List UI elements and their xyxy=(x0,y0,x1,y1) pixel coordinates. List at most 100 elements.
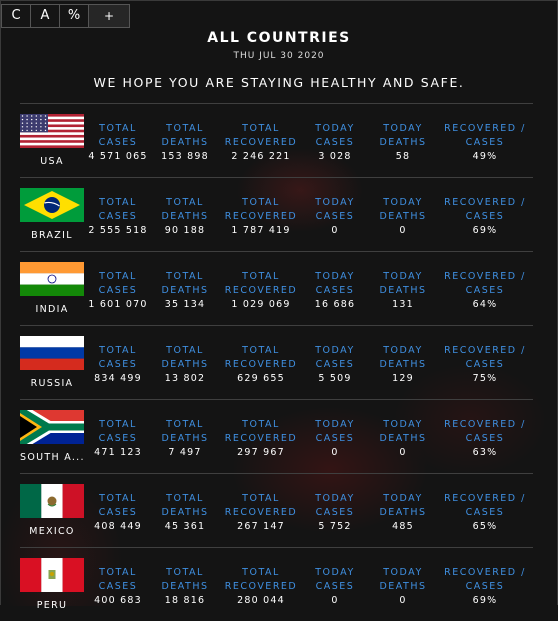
recovered-cases-label: CASES xyxy=(465,285,505,296)
total-cases-label: TOTAL xyxy=(99,345,137,356)
today-cases-label: TODAY xyxy=(315,567,355,578)
country-row[interactable]: INDIA TOTAL CASES 1 601 070 TOTAL DEATHS 35 13… xyxy=(20,251,533,325)
mexico-flag xyxy=(20,484,84,518)
today-cases-value: 0 xyxy=(331,595,339,606)
south-africa-flag xyxy=(20,410,84,444)
recovered-cases-label: RECOVERED / xyxy=(444,493,526,504)
today-cases-value: 3 028 xyxy=(318,151,352,162)
total-deaths-cell: TOTAL DEATHS 13 802 xyxy=(155,344,215,386)
today-cases-value: 0 xyxy=(331,225,339,236)
percent-button[interactable]: % xyxy=(59,4,89,28)
total-deaths-label: TOTAL xyxy=(166,419,204,430)
today-deaths-value: 485 xyxy=(392,521,414,532)
total-cases-label: TOTAL xyxy=(99,419,137,430)
today-deaths-label: DEATHS xyxy=(379,433,427,444)
total-recovered-label: RECOVERED xyxy=(224,137,298,148)
today-deaths-label: DEATHS xyxy=(379,581,427,592)
today-deaths-value: 0 xyxy=(399,447,407,458)
total-deaths-label: DEATHS xyxy=(161,359,209,370)
country-name: BRAZIL xyxy=(31,230,73,241)
total-cases-label: CASES xyxy=(98,285,138,296)
recovered-cases-cell: RECOVERED / CASES 69% xyxy=(440,196,530,238)
total-deaths-value: 7 497 xyxy=(168,447,202,458)
a-button[interactable]: A xyxy=(30,4,60,28)
total-deaths-label: TOTAL xyxy=(166,345,204,356)
total-deaths-label: TOTAL xyxy=(166,271,204,282)
date-label: THU JUL 30 2020 xyxy=(233,51,325,61)
toolbar: C A % + xyxy=(1,4,130,28)
recovered-cases-cell: RECOVERED / CASES 63% xyxy=(440,418,530,460)
recovered-cases-label: CASES xyxy=(465,581,505,592)
total-recovered-cell: TOTAL RECOVERED 1 787 419 xyxy=(220,196,302,238)
total-recovered-value: 280 044 xyxy=(237,595,285,606)
recovered-cases-label: CASES xyxy=(465,359,505,370)
total-recovered-label: RECOVERED xyxy=(224,433,298,444)
total-recovered-value: 297 967 xyxy=(237,447,285,458)
total-deaths-label: DEATHS xyxy=(161,433,209,444)
c-button[interactable]: C xyxy=(1,4,31,28)
total-recovered-cell: TOTAL RECOVERED 297 967 xyxy=(220,418,302,460)
recovered-cases-label: CASES xyxy=(465,137,505,148)
total-cases-cell: TOTAL CASES 1 601 070 xyxy=(82,270,154,312)
recovered-cases-label: RECOVERED / xyxy=(444,567,526,578)
recovered-cases-cell: RECOVERED / CASES 65% xyxy=(440,492,530,534)
today-cases-label: CASES xyxy=(315,507,355,518)
total-cases-label: CASES xyxy=(98,507,138,518)
today-deaths-label: DEATHS xyxy=(379,359,427,370)
recovered-cases-label: CASES xyxy=(465,211,505,222)
usa-flag xyxy=(20,114,84,148)
recovered-cases-label: RECOVERED / xyxy=(444,123,526,134)
total-cases-value: 408 449 xyxy=(94,521,142,532)
total-recovered-label: TOTAL xyxy=(242,493,280,504)
total-cases-value: 400 683 xyxy=(94,595,142,606)
total-deaths-label: DEATHS xyxy=(161,581,209,592)
country-row[interactable]: SOUTH A... TOTAL CASES 471 123 TOTAL DEATHS 7 … xyxy=(20,399,533,473)
country-row[interactable]: MEXICO TOTAL CASES 408 449 TOTAL DEATHS 45 361… xyxy=(20,473,533,547)
total-recovered-label: RECOVERED xyxy=(224,581,298,592)
page-title: ALL COUNTRIES xyxy=(207,30,351,46)
recovered-cases-cell: RECOVERED / CASES 49% xyxy=(440,122,530,164)
recovered-cases-value: 65% xyxy=(472,521,498,532)
today-cases-value: 5 752 xyxy=(318,521,352,532)
country-row[interactable]: PERU TOTAL CASES 400 683 TOTAL DEATHS 18 816 TO… xyxy=(20,547,533,621)
recovered-cases-label: RECOVERED / xyxy=(444,345,526,356)
recovered-cases-value: 75% xyxy=(472,373,498,384)
total-deaths-cell: TOTAL DEATHS 90 188 xyxy=(155,196,215,238)
country-row[interactable]: USA TOTAL CASES 4 571 065 TOTAL DEATHS 153 898… xyxy=(20,103,533,177)
india-flag xyxy=(20,262,84,296)
total-recovered-cell: TOTAL RECOVERED 1 029 069 xyxy=(220,270,302,312)
country-list[interactable]: USA TOTAL CASES 4 571 065 TOTAL DEATHS 153 898… xyxy=(20,103,533,621)
today-deaths-label: TODAY xyxy=(383,197,423,208)
total-recovered-label: TOTAL xyxy=(242,567,280,578)
total-recovered-value: 267 147 xyxy=(237,521,285,532)
total-cases-label: CASES xyxy=(98,137,138,148)
country-row[interactable]: BRAZIL TOTAL CASES 2 555 518 TOTAL DEATHS 90 1… xyxy=(20,177,533,251)
today-deaths-cell: TODAY DEATHS 58 xyxy=(372,122,434,164)
today-cases-label: CASES xyxy=(315,285,355,296)
country-row[interactable]: RUSSIA TOTAL CASES 834 499 TOTAL DEATHS 13 802… xyxy=(20,325,533,399)
total-cases-label: CASES xyxy=(98,359,138,370)
today-deaths-label: TODAY xyxy=(383,567,423,578)
total-recovered-value: 1 029 069 xyxy=(231,299,291,310)
plus-button[interactable]: + xyxy=(88,4,130,28)
total-cases-cell: TOTAL CASES 4 571 065 xyxy=(82,122,154,164)
recovered-cases-value: 64% xyxy=(472,299,498,310)
today-cases-cell: TODAY CASES 0 xyxy=(307,196,363,238)
recovered-cases-cell: RECOVERED / CASES 75% xyxy=(440,344,530,386)
total-cases-label: TOTAL xyxy=(99,271,137,282)
total-cases-value: 471 123 xyxy=(94,447,142,458)
scrollbar[interactable] xyxy=(548,0,556,606)
today-cases-label: CASES xyxy=(315,433,355,444)
total-deaths-cell: TOTAL DEATHS 45 361 xyxy=(155,492,215,534)
today-deaths-cell: TODAY DEATHS 129 xyxy=(372,344,434,386)
recovered-cases-label: RECOVERED / xyxy=(444,197,526,208)
today-deaths-value: 0 xyxy=(399,225,407,236)
russia-flag xyxy=(20,336,84,370)
today-cases-label: TODAY xyxy=(315,419,355,430)
total-cases-label: CASES xyxy=(98,433,138,444)
total-deaths-label: DEATHS xyxy=(161,507,209,518)
total-deaths-value: 153 898 xyxy=(161,151,209,162)
total-deaths-label: DEATHS xyxy=(161,137,209,148)
today-deaths-label: TODAY xyxy=(383,345,423,356)
total-deaths-cell: TOTAL DEATHS 153 898 xyxy=(155,122,215,164)
